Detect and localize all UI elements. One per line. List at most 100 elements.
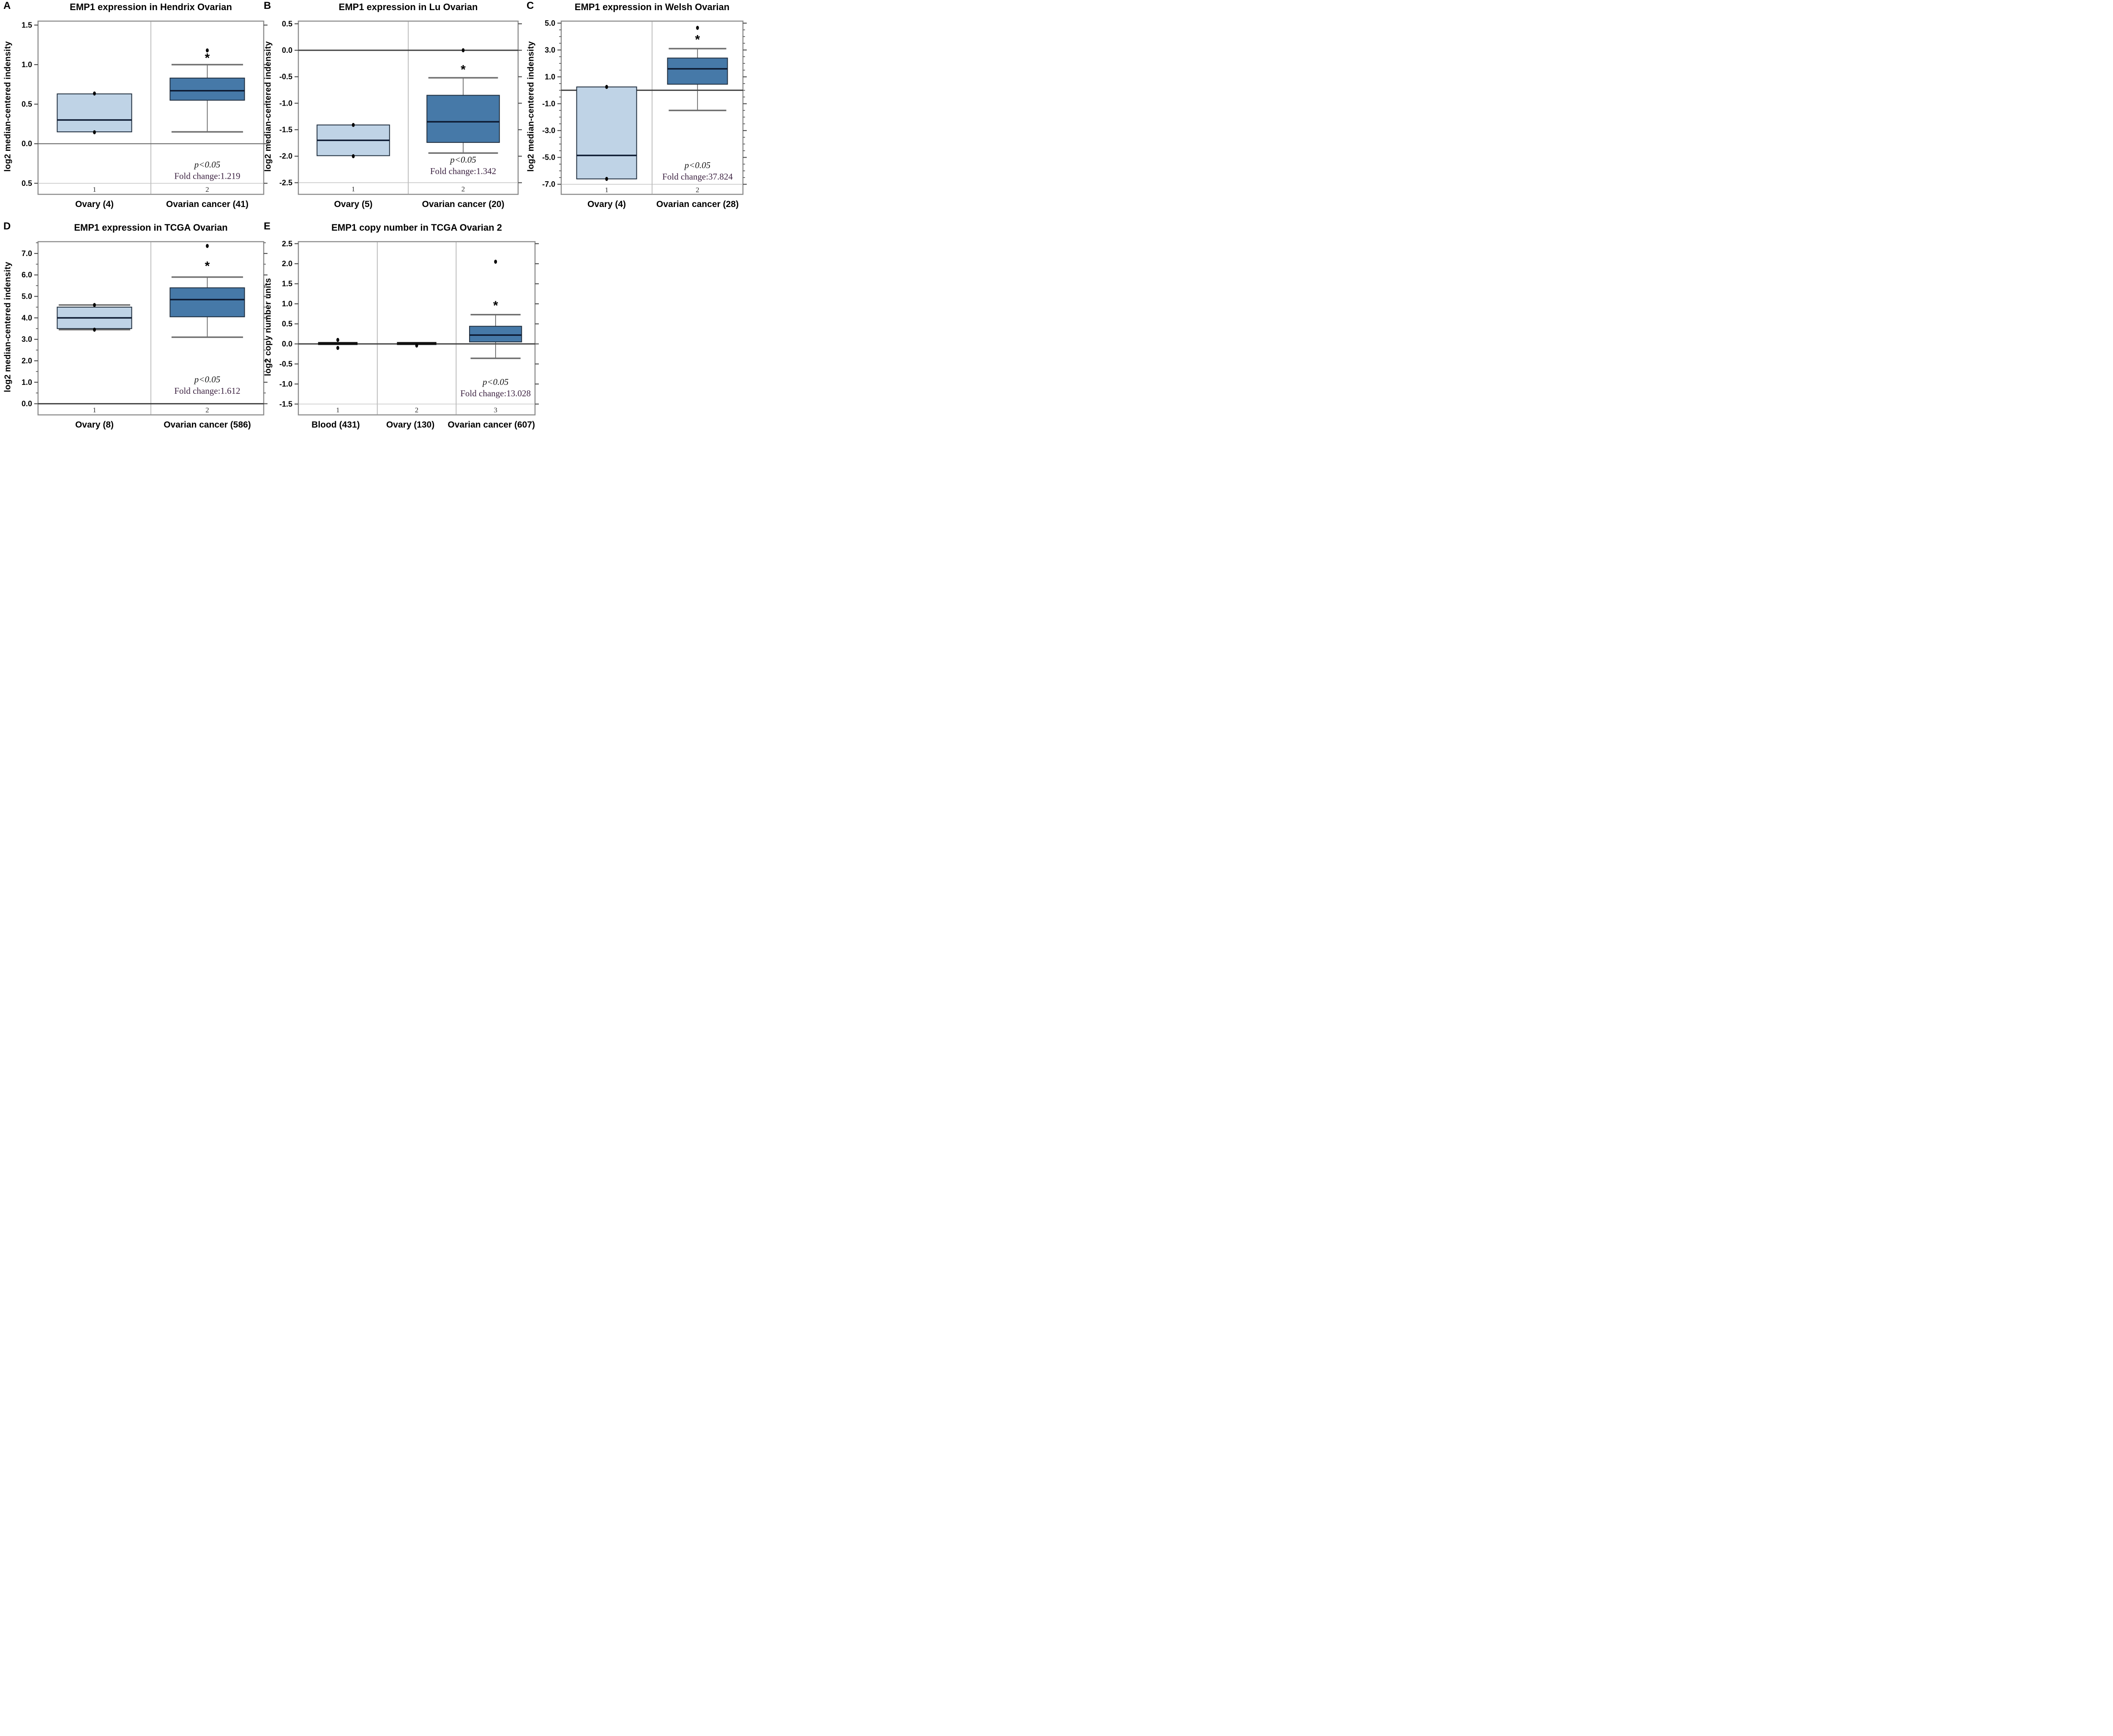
svg-text:-0.5: -0.5	[279, 73, 292, 81]
svg-text:1.0: 1.0	[282, 300, 292, 308]
panel-letter: E	[264, 221, 271, 232]
svg-text:0.5: 0.5	[282, 320, 292, 328]
svg-text:1: 1	[93, 185, 96, 193]
category-label: Ovary (4)	[75, 199, 114, 209]
svg-text:1.0: 1.0	[545, 73, 555, 81]
svg-text:1.0: 1.0	[22, 60, 32, 69]
svg-text:p<0.05: p<0.05	[684, 160, 710, 170]
panel-title: EMP1 copy number in TCGA Ovarian 2	[331, 222, 502, 233]
svg-text:-1.0: -1.0	[542, 99, 555, 108]
panel-title: EMP1 expression in Welsh Ovarian	[574, 2, 730, 12]
svg-text:0.0: 0.0	[22, 139, 32, 148]
figure-canvas: A EMP1 expression in Hendrix Ovarian log…	[0, 0, 748, 441]
svg-text:*: *	[493, 299, 498, 313]
panel-letter: B	[264, 0, 271, 11]
panel-title: EMP1 expression in Hendrix Ovarian	[70, 2, 232, 12]
y-axis-label: log2 median-centered indensity	[3, 262, 13, 392]
svg-text:4.0: 4.0	[22, 313, 32, 322]
svg-text:-2.0: -2.0	[279, 152, 292, 161]
svg-text:*: *	[205, 51, 210, 65]
category-label: Ovary (4)	[587, 199, 626, 209]
boxplot-b: 0.5 0.0 -0.5 -1.0 -1.5 -2.0 -2.5 1 * 2 p<0.05Fold …	[279, 19, 522, 195]
svg-text:0.0: 0.0	[282, 46, 292, 55]
svg-text:Fold change:37.824: Fold change:37.824	[662, 172, 733, 182]
svg-text:-7.0: -7.0	[542, 180, 555, 188]
panel-letter: A	[3, 0, 11, 11]
svg-text:1: 1	[605, 186, 609, 194]
y-axis-label: log2 median-centered indensity	[263, 41, 273, 172]
svg-text:3.0: 3.0	[22, 335, 32, 343]
category-label: Ovary (8)	[75, 420, 114, 430]
y-axis-label-column: log2 median-centered indensity	[526, 15, 537, 198]
boxplot-e: 2.5 2.0 1.5 1.0 0.5 0.0 -0.5 -1.0 -1.5 1 2 * 3 p<0.05…	[279, 240, 539, 416]
svg-text:-2.5: -2.5	[279, 178, 292, 187]
svg-text:2.0: 2.0	[22, 357, 32, 365]
svg-text:p<0.05: p<0.05	[449, 155, 476, 165]
svg-text:3: 3	[494, 406, 497, 414]
svg-text:*: *	[461, 63, 466, 76]
svg-text:p<0.05: p<0.05	[194, 159, 220, 169]
svg-text:p<0.05: p<0.05	[482, 377, 508, 387]
y-axis-label: log2 median-centered indensity	[3, 41, 13, 172]
svg-text:1: 1	[336, 406, 340, 414]
svg-text:Fold change:1.219: Fold change:1.219	[174, 171, 240, 181]
svg-text:0.0: 0.0	[22, 400, 32, 408]
category-label-row: Ovary (4) Ovarian cancer (28)	[561, 199, 743, 210]
y-axis-label-column: log2 median-centered indensity	[3, 15, 14, 198]
y-axis-label-column: log2 copy number units	[263, 236, 274, 418]
svg-text:-5.0: -5.0	[542, 153, 555, 162]
svg-text:0.5: 0.5	[22, 179, 32, 188]
svg-text:6.0: 6.0	[22, 271, 32, 279]
category-label-row: Blood (431) Ovary (130) Ovarian cancer (60…	[298, 420, 535, 430]
category-label-row: Ovary (5) Ovarian cancer (20)	[298, 199, 518, 210]
category-label-row: Ovary (4) Ovarian cancer (41)	[38, 199, 264, 210]
svg-text:*: *	[695, 33, 700, 46]
category-label: Ovarian cancer (607)	[448, 420, 535, 430]
category-label-row: Ovary (8) Ovarian cancer (586)	[38, 420, 264, 430]
svg-text:2: 2	[205, 185, 209, 193]
svg-text:0.5: 0.5	[22, 100, 32, 109]
category-label: Ovarian cancer (20)	[422, 199, 505, 209]
svg-text:5.0: 5.0	[545, 19, 555, 27]
svg-text:2.0: 2.0	[282, 259, 292, 268]
svg-text:-3.0: -3.0	[542, 126, 555, 135]
category-label: Blood (431)	[311, 420, 360, 430]
category-label: Ovarian cancer (28)	[656, 199, 739, 209]
y-axis-label: log2 copy number units	[263, 278, 273, 376]
boxplot-c: 5.0 3.0 1.0 -1.0 -3.0 -5.0 -7.0 1 * 2 p<0.05 Fold c…	[542, 19, 747, 195]
svg-text:2: 2	[205, 406, 209, 414]
svg-text:2: 2	[696, 186, 699, 194]
svg-text:1: 1	[352, 185, 355, 193]
svg-text:1.5: 1.5	[22, 21, 32, 29]
panel-a: A EMP1 expression in Hendrix Ovarian log…	[3, 1, 270, 210]
svg-text:3.0: 3.0	[545, 46, 555, 54]
svg-text:*: *	[205, 259, 210, 273]
svg-text:2.5: 2.5	[282, 240, 292, 248]
panel-c: C EMP1 expression in Welsh Ovarian log2 …	[526, 1, 748, 210]
svg-text:1.5: 1.5	[282, 280, 292, 288]
svg-text:-1.0: -1.0	[279, 99, 292, 107]
panel-d: D EMP1 expression in TCGA Ovarian log2 m…	[3, 221, 270, 430]
boxplot-a: 1.5 1.0 0.5 0.0 0.5 1 * 2 p<0.05 Fold change:1.21…	[22, 20, 268, 195]
svg-text:2: 2	[461, 185, 465, 193]
boxplot-d: 7.0 6.0 5.0 4.0 3.0 2.0 1.0 0.0 1 * 2 p<0.05 Fold ch…	[22, 241, 268, 416]
svg-text:-1.5: -1.5	[279, 400, 292, 408]
panel-letter: D	[3, 221, 11, 232]
category-label: Ovarian cancer (586)	[164, 420, 251, 430]
svg-text:0.5: 0.5	[282, 19, 292, 28]
svg-text:2: 2	[415, 406, 419, 414]
svg-text:1.0: 1.0	[22, 378, 32, 387]
svg-text:-1.0: -1.0	[279, 380, 292, 388]
svg-text:1: 1	[93, 406, 96, 414]
svg-text:Fold change:1.612: Fold change:1.612	[174, 386, 240, 396]
panel-letter: C	[527, 0, 534, 11]
y-axis-label-column: log2 median-centered indensity	[3, 236, 14, 418]
y-axis-label: log2 median-centered indensity	[526, 41, 536, 172]
svg-text:0.0: 0.0	[282, 340, 292, 348]
panel-e: E EMP1 copy number in TCGA Ovarian 2 log…	[263, 221, 541, 430]
svg-text:Fold change:13.028: Fold change:13.028	[460, 388, 531, 398]
panel-title: EMP1 expression in Lu Ovarian	[339, 2, 478, 12]
svg-text:-0.5: -0.5	[279, 360, 292, 368]
svg-text:5.0: 5.0	[22, 292, 32, 301]
category-label: Ovary (130)	[386, 420, 435, 430]
